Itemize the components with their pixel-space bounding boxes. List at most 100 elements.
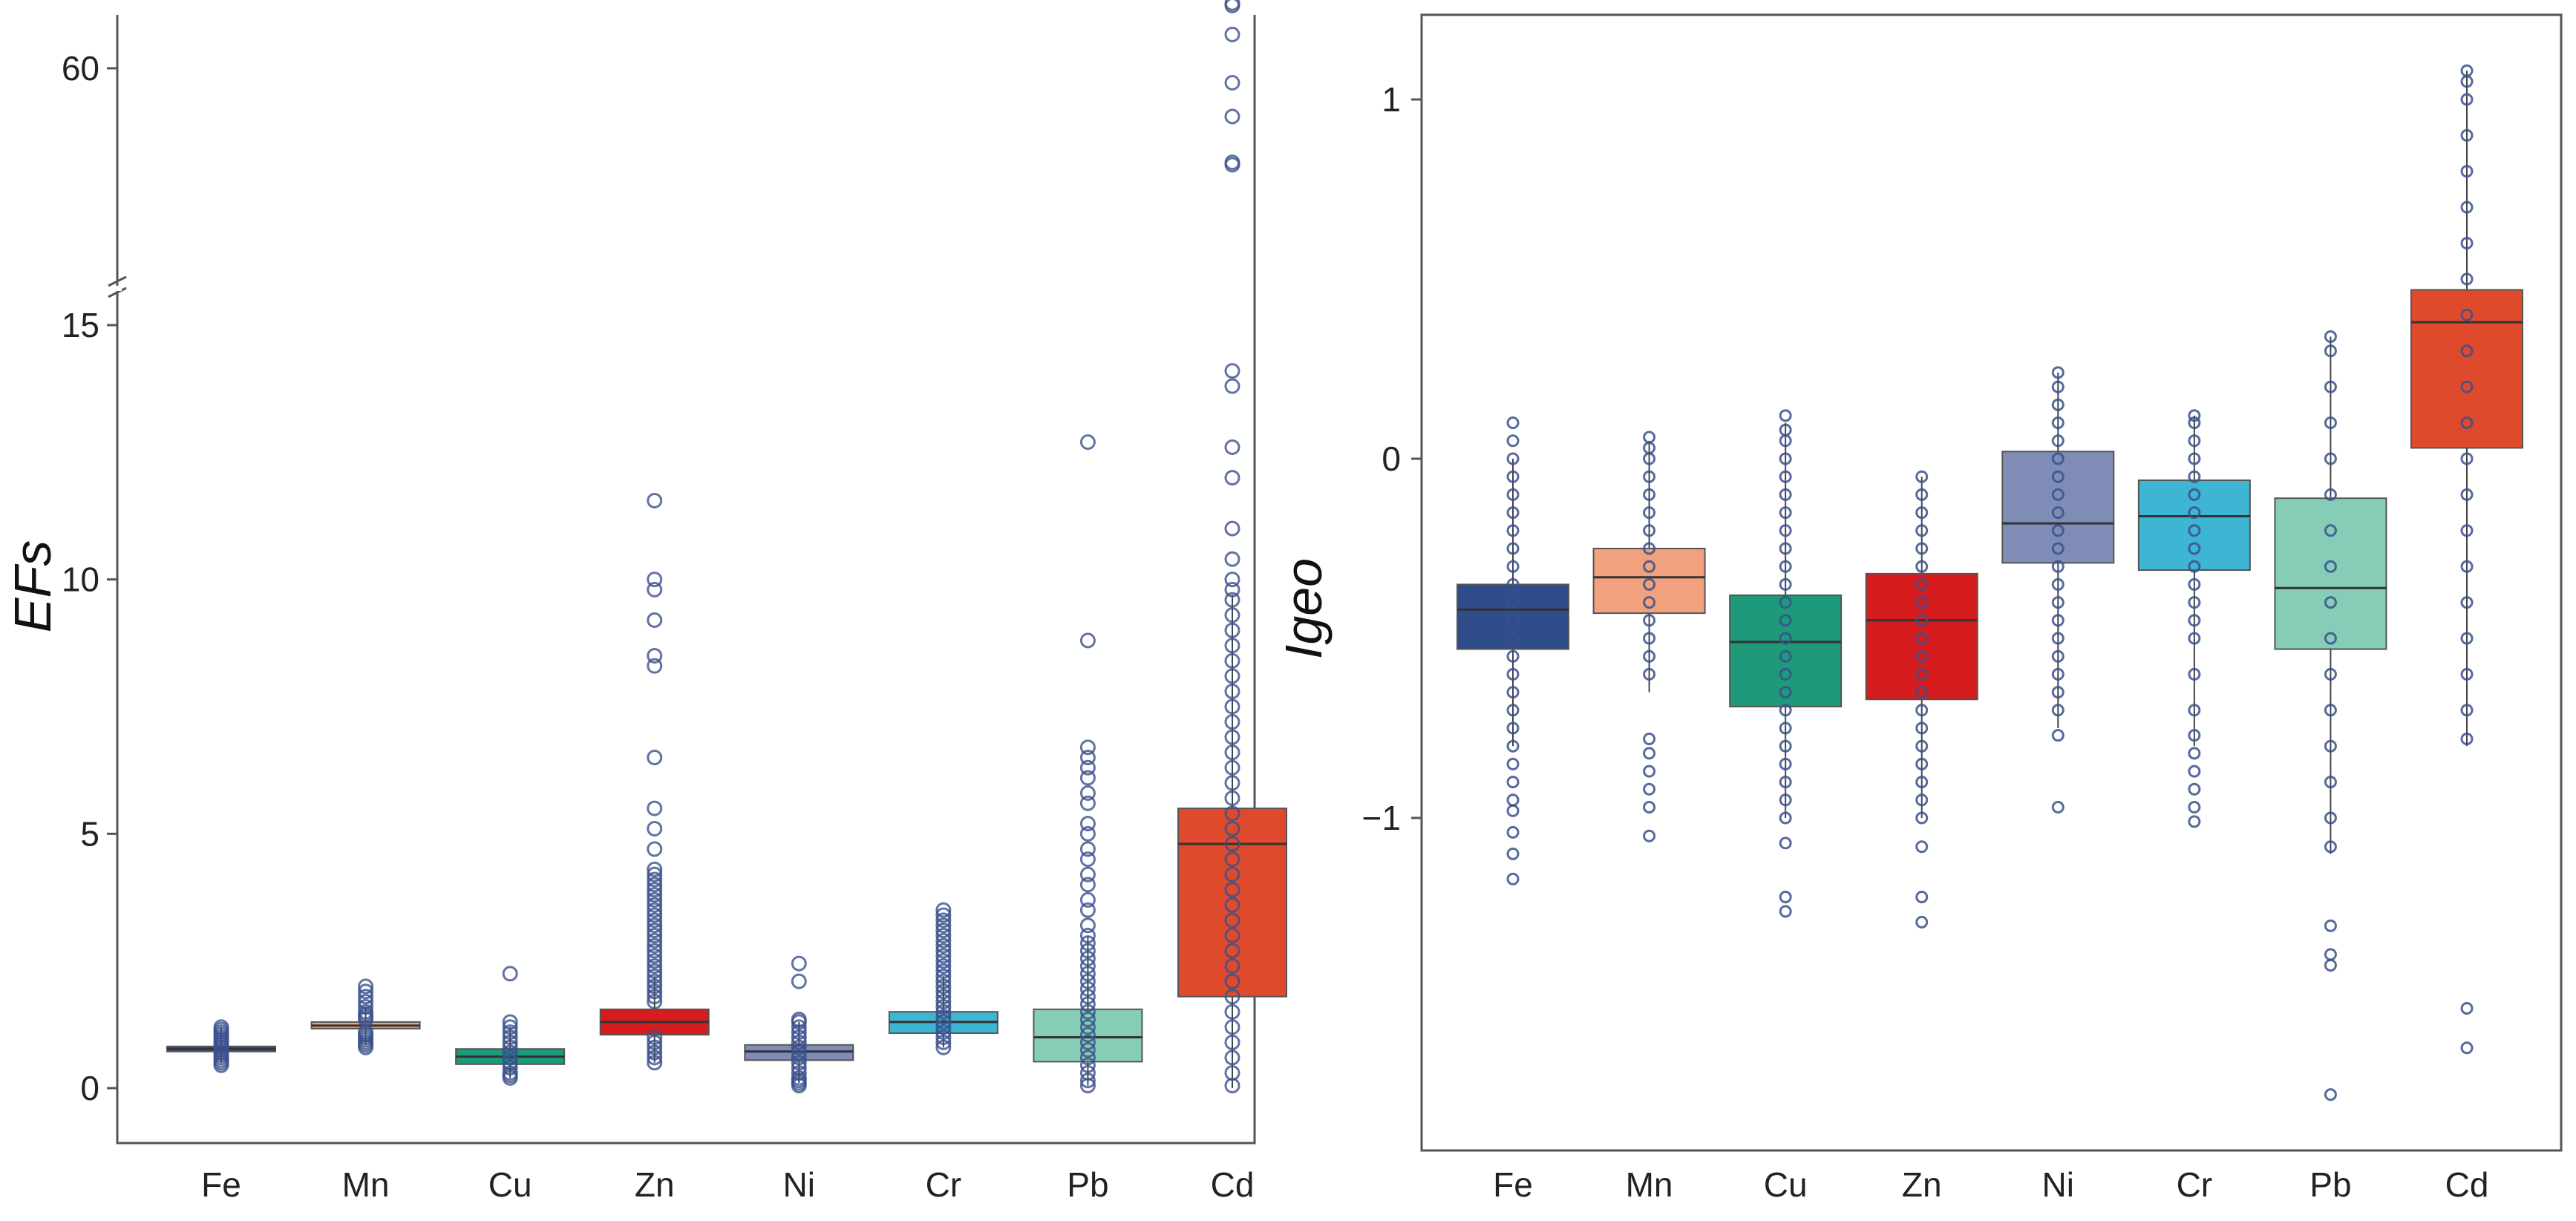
igeo-outlier-point <box>1506 825 1520 839</box>
efs-outlier-point <box>647 932 663 949</box>
axis-break-gap <box>113 286 122 291</box>
efs-x-tick-label: Cr <box>926 1165 962 1204</box>
igeo-outlier-point <box>1779 739 1792 753</box>
efs-panel: 0 5 10 15 60 Fe Mn Cu Zn Ni Cr Pb Cd EFs <box>4 0 1287 1204</box>
igeo-outlier-point <box>2460 524 2474 537</box>
igeo-outlier-point <box>1506 721 1520 735</box>
efs-outlier-point <box>1224 1019 1240 1035</box>
efs-outlier-point <box>647 891 663 908</box>
igeo-outlier-point <box>1643 506 1656 520</box>
igeo-outlier-point <box>2188 434 2201 448</box>
efs-outlier-point <box>935 927 952 943</box>
efs-outlier-point <box>1224 75 1240 91</box>
igeo-outlier-point <box>1506 686 1520 699</box>
igeo-outlier-point <box>2460 488 2474 501</box>
efs-outlier-point <box>1079 958 1096 975</box>
igeo-outlier-point <box>1915 649 1929 663</box>
igeo-outlier-point <box>2460 733 2474 746</box>
igeo-outlier-point <box>1643 524 1656 537</box>
igeo-outlier-point <box>1915 811 1929 825</box>
efs-outlier-point <box>791 1060 807 1076</box>
igeo-outlier-point <box>2188 409 2201 422</box>
efs-outlier-point <box>1079 1064 1096 1081</box>
efs-outlier-point <box>935 963 952 979</box>
igeo-outlier-point <box>1779 811 1792 825</box>
efs-outlier-point <box>1224 581 1240 598</box>
igeo-outlier-point <box>2324 840 2337 854</box>
igeo-outlier-point <box>1643 577 1656 591</box>
igeo-outlier-point <box>2188 560 2201 573</box>
efs-outlier-point <box>647 871 663 888</box>
efs-outlier-point <box>1224 551 1240 567</box>
efs-outlier-point <box>1079 877 1096 893</box>
efs-outlier-point <box>647 923 663 939</box>
igeo-outlier-point <box>2188 782 2201 796</box>
efs-outlier-point <box>1079 1073 1096 1089</box>
efs-outlier-point <box>1079 1019 1096 1035</box>
efs-y-tick-label: 10 <box>62 560 99 599</box>
efs-outlier-point <box>647 943 663 959</box>
igeo-outlier-point <box>1506 488 1520 501</box>
efs-y-tick-label: 5 <box>80 814 99 853</box>
efs-outlier-point <box>1079 966 1096 982</box>
efs-outlier-point <box>1224 572 1240 588</box>
igeo-outlier-point <box>1506 416 1520 430</box>
igeo-outlier-point <box>1506 452 1520 465</box>
efs-outlier-point <box>791 973 807 989</box>
igeo-y-tick-label: −1 <box>1362 799 1401 837</box>
igeo-outlier-point <box>2324 488 2337 501</box>
igeo-outlier-point <box>1779 704 1792 717</box>
efs-outlier-point <box>1224 622 1240 638</box>
igeo-outlier-point <box>2324 596 2337 609</box>
efs-outlier-point <box>1079 795 1096 811</box>
efs-outlier-point <box>1224 958 1240 975</box>
igeo-panel: 1 0 −1 Fe Mn Cu Zn Ni Cr Pb Cd Igeo <box>1275 13 2563 1204</box>
igeo-outlier-point <box>2051 416 2065 430</box>
igeo-outlier-point <box>2051 542 2065 555</box>
igeo-outlier-point <box>2051 686 2065 699</box>
efs-outlier-point <box>791 1070 807 1086</box>
efs-outlier-point <box>791 1039 807 1055</box>
igeo-outlier-point <box>2460 1002 2474 1015</box>
efs-outlier-point <box>1224 520 1240 537</box>
igeo-outlier-point <box>2188 416 2201 430</box>
igeo-outlier-point <box>1779 649 1792 663</box>
igeo-outlier-point <box>1779 596 1792 609</box>
igeo-outlier-point <box>1779 488 1792 501</box>
efs-outlier-point <box>935 1004 952 1020</box>
efs-outlier-point <box>647 927 663 943</box>
igeo-outlier-point <box>1643 431 1656 444</box>
efs-outlier-point <box>935 958 952 975</box>
igeo-outlier-point <box>2051 366 2065 379</box>
igeo-outlier-point <box>2324 811 2337 825</box>
efs-outlier-point <box>502 1024 518 1041</box>
igeo-outlier-point <box>1506 577 1520 591</box>
igeo-outlier-point <box>2051 560 2065 573</box>
igeo-outlier-point <box>2188 452 2201 465</box>
efs-x-tick-label: Pb <box>1067 1165 1108 1204</box>
igeo-outlier-point <box>1779 793 1792 807</box>
efs-outlier-point <box>1224 851 1240 868</box>
efs-outlier-point <box>358 983 374 1000</box>
efs-outlier-point <box>1079 891 1096 908</box>
efs-outlier-point <box>647 572 663 588</box>
igeo-outlier-point <box>2460 344 2474 358</box>
igeo-outlier-point <box>2324 667 2337 681</box>
igeo-outlier-point <box>1779 905 1792 918</box>
efs-outlier-point <box>647 973 663 989</box>
efs-outlier-point <box>1079 943 1096 959</box>
igeo-outlier-point <box>2460 704 2474 717</box>
efs-outlier-point <box>502 1019 518 1035</box>
efs-outlier-point <box>1079 1050 1096 1066</box>
efs-outlier-point <box>647 866 663 883</box>
igeo-outlier-point <box>2051 470 2065 483</box>
igeo-outlier-point <box>2051 649 2065 663</box>
igeo-outlier-point <box>1506 793 1520 807</box>
igeo-outlier-point <box>2324 416 2337 430</box>
efs-outlier-point <box>1079 950 1096 966</box>
efs-outlier-point <box>502 1055 518 1071</box>
efs-outlier-point <box>1224 607 1240 623</box>
efs-outlier-point <box>791 1019 807 1035</box>
efs-outlier-point <box>935 937 952 954</box>
